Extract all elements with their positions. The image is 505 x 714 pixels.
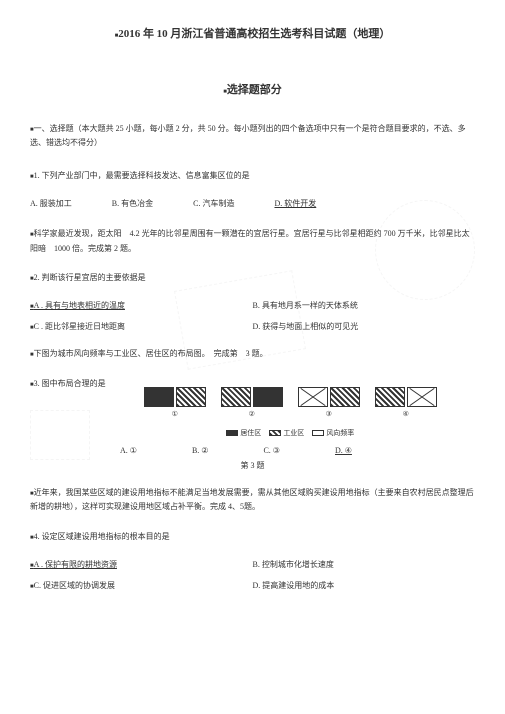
question-4: ■4. 设定区域建设用地指标的根本目的是 bbox=[30, 530, 475, 544]
question-2: ■2. 判断该行星宜居的主要依据是 bbox=[30, 271, 475, 285]
chart-diagram: ① ② ③ ④ bbox=[106, 387, 475, 418]
q1-option-c: C. 汽车制造 bbox=[193, 198, 234, 209]
q2-option-c: ■C . 距比邻星接近日地距离 bbox=[30, 321, 253, 332]
q1-option-b: B. 有色冶金 bbox=[112, 198, 153, 209]
q3-option-d: D. ④ bbox=[335, 446, 352, 455]
q2-option-b: B. 具有地月系一样的天体系统 bbox=[253, 300, 476, 311]
q1-option-a: A. 服装加工 bbox=[30, 198, 72, 209]
chart-label: 第 3 题 bbox=[30, 460, 475, 471]
q3-option-a: A. ① bbox=[120, 446, 137, 455]
q4-options: ■A . 保护有限的耕地资源 B. 控制城市化增长速度 ■C. 促进区域的协调发… bbox=[30, 559, 475, 591]
q4-option-d: D. 提高建设用地的成本 bbox=[253, 580, 476, 591]
q4-option-a: ■A . 保护有限的耕地资源 bbox=[30, 559, 253, 570]
q4-option-b: B. 控制城市化增长速度 bbox=[253, 559, 476, 570]
q3-option-b: B. ② bbox=[192, 446, 209, 455]
q2-options: ■A . 具有与地表相近的温度 B. 具有地月系一样的天体系统 ■C . 距比邻… bbox=[30, 300, 475, 332]
chart-num-2: ② bbox=[249, 410, 255, 418]
q3-option-c: C. ③ bbox=[263, 446, 280, 455]
context-4: ■近年来，我国某些区域的建设用地指标不能满足当地发展需要，需从其他区域购买建设用… bbox=[30, 486, 475, 515]
question-3-row: ■3. 图中布局合理的是 ① ② bbox=[30, 377, 475, 438]
context-2: ■科学家最近发现，距太阳 4.2 光年的比邻星周围有一颗潜在的宜居行星。宜居行星… bbox=[30, 227, 475, 256]
q2-option-d: D. 获得与地面上相似的可见光 bbox=[253, 321, 476, 332]
question-3: ■3. 图中布局合理的是 bbox=[30, 377, 106, 391]
q2-option-a: ■A . 具有与地表相近的温度 bbox=[30, 300, 253, 311]
q1-option-d: D. 软件开发 bbox=[274, 198, 316, 209]
q3-options: A. ① B. ② C. ③ D. ④ bbox=[30, 446, 475, 455]
chart-num-1: ① bbox=[172, 410, 178, 418]
chart-num-4: ④ bbox=[403, 410, 409, 418]
section-intro: ■一、选择题（本大题共 25 小题，每小题 2 分，共 50 分。每小题列出的四… bbox=[30, 122, 475, 151]
exam-title: ■2016 年 10 月浙江省普通高校招生选考科目试题（地理） bbox=[30, 25, 475, 41]
q1-options: A. 服装加工 B. 有色冶金 C. 汽车制造 D. 软件开发 bbox=[30, 198, 475, 209]
chart-legend: 居住区 工业区 风向频率 bbox=[106, 428, 475, 438]
section-subtitle: ■选择题部分 bbox=[30, 81, 475, 97]
question-1: ■1. 下列产业部门中，最需要选择科技发达、信息富集区位的是 bbox=[30, 169, 475, 183]
chart-num-3: ③ bbox=[326, 410, 332, 418]
q4-option-c: ■C. 促进区域的协调发展 bbox=[30, 580, 253, 591]
context-3: ■下图为城市风向频率与工业区、居住区的布局图。 完成第 3 题。 bbox=[30, 347, 475, 361]
